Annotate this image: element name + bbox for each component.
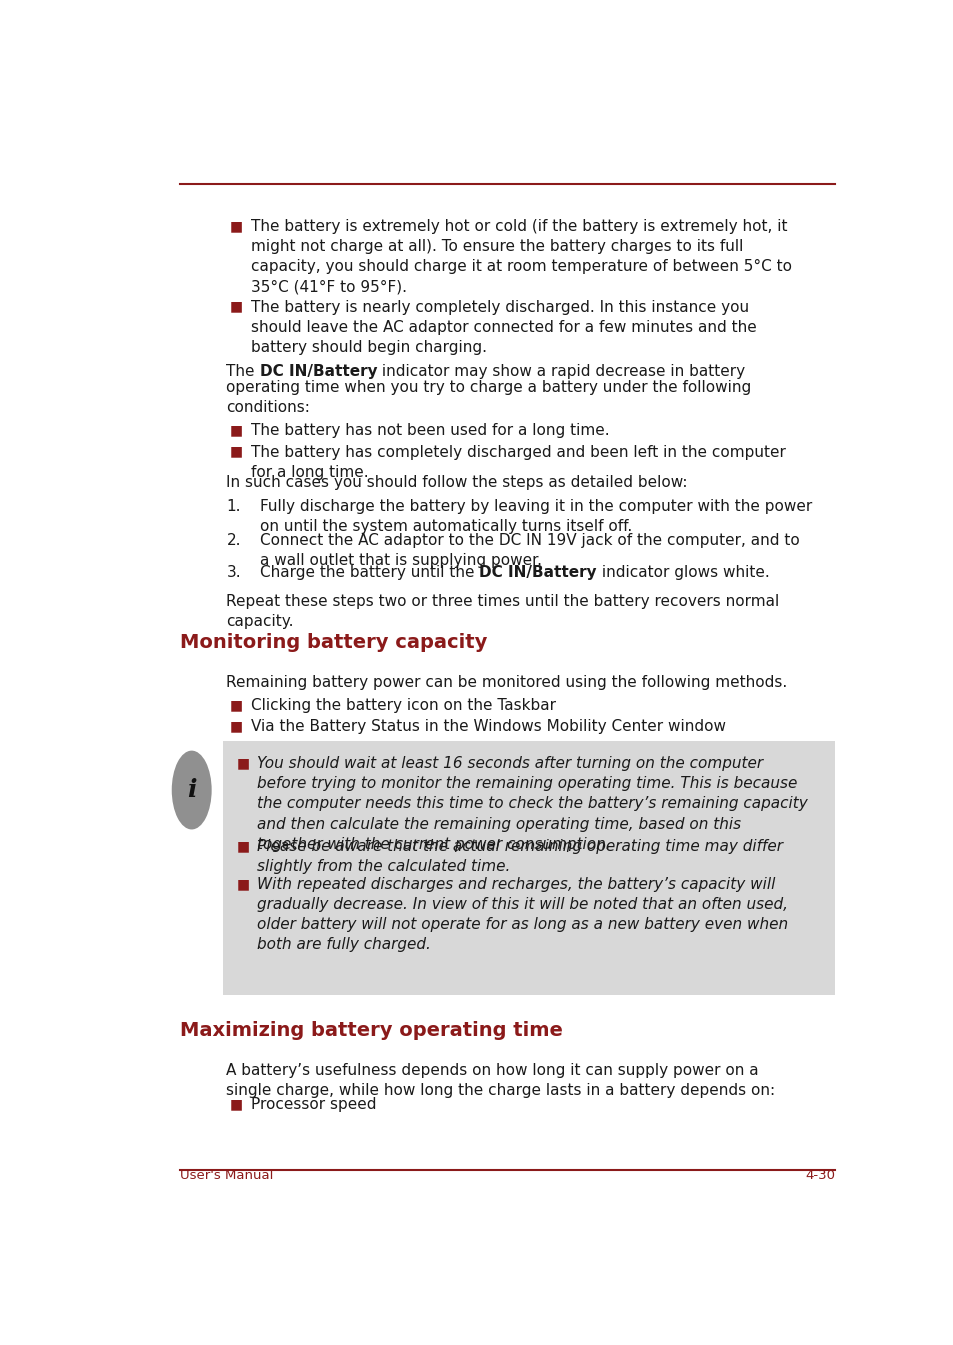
Text: DC IN/Battery: DC IN/Battery [259, 364, 377, 379]
Text: ■: ■ [236, 756, 250, 771]
Text: Connect the AC adaptor to the DC IN 19V jack of the computer, and to
a wall outl: Connect the AC adaptor to the DC IN 19V … [259, 533, 799, 568]
Text: ■: ■ [230, 300, 242, 313]
Text: The: The [226, 364, 259, 379]
Text: ■: ■ [230, 720, 242, 733]
Text: With repeated discharges and recharges, the battery’s capacity will
gradually de: With repeated discharges and recharges, … [256, 877, 787, 952]
Text: Charge the battery until the: Charge the battery until the [259, 565, 478, 580]
Text: ■: ■ [230, 422, 242, 437]
Text: ■: ■ [230, 698, 242, 713]
Text: Processor speed: Processor speed [251, 1098, 376, 1112]
Text: User's Manual: User's Manual [180, 1169, 273, 1181]
FancyBboxPatch shape [222, 741, 834, 995]
Text: Via the Battery Status in the Windows Mobility Center window: Via the Battery Status in the Windows Mo… [251, 720, 725, 734]
Text: ■: ■ [236, 839, 250, 853]
Ellipse shape [172, 751, 212, 830]
Text: The battery is extremely hot or cold (if the battery is extremely hot, it
might : The battery is extremely hot or cold (if… [251, 219, 791, 295]
Text: The battery has completely discharged and been left in the computer
for a long t: The battery has completely discharged an… [251, 445, 785, 480]
Text: 4-30: 4-30 [804, 1169, 834, 1181]
Text: 3.: 3. [226, 565, 241, 580]
Text: operating time when you try to charge a battery under the following
conditions:: operating time when you try to charge a … [226, 381, 751, 416]
Text: i: i [187, 777, 196, 802]
Text: Fully discharge the battery by leaving it in the computer with the power
on unti: Fully discharge the battery by leaving i… [259, 499, 811, 534]
Text: You should wait at least 16 seconds after turning on the computer
before trying : You should wait at least 16 seconds afte… [256, 756, 806, 851]
Text: A battery’s usefulness depends on how long it can supply power on a
single charg: A battery’s usefulness depends on how lo… [226, 1063, 775, 1098]
Text: indicator may show a rapid decrease in battery: indicator may show a rapid decrease in b… [377, 364, 745, 379]
Text: Monitoring battery capacity: Monitoring battery capacity [180, 633, 487, 652]
Text: Please be aware that the actual remaining operating time may differ
slightly fro: Please be aware that the actual remainin… [256, 839, 782, 874]
Text: Clicking the battery icon on the Taskbar: Clicking the battery icon on the Taskbar [251, 698, 556, 713]
Text: ■: ■ [230, 445, 242, 459]
Text: Maximizing battery operating time: Maximizing battery operating time [180, 1021, 562, 1040]
Text: ■: ■ [230, 219, 242, 233]
Text: DC IN/Battery: DC IN/Battery [478, 565, 596, 580]
Text: 1.: 1. [226, 499, 241, 514]
Text: ■: ■ [230, 1098, 242, 1111]
Text: In such cases you should follow the steps as detailed below:: In such cases you should follow the step… [226, 475, 687, 490]
Text: ■: ■ [236, 877, 250, 890]
Text: Repeat these steps two or three times until the battery recovers normal
capacity: Repeat these steps two or three times un… [226, 593, 779, 629]
Text: 2.: 2. [226, 533, 241, 547]
Text: Remaining battery power can be monitored using the following methods.: Remaining battery power can be monitored… [226, 675, 787, 690]
Text: The battery is nearly completely discharged. In this instance you
should leave t: The battery is nearly completely dischar… [251, 300, 756, 355]
Text: indicator glows white.: indicator glows white. [596, 565, 769, 580]
Text: The battery has not been used for a long time.: The battery has not been used for a long… [251, 422, 609, 438]
